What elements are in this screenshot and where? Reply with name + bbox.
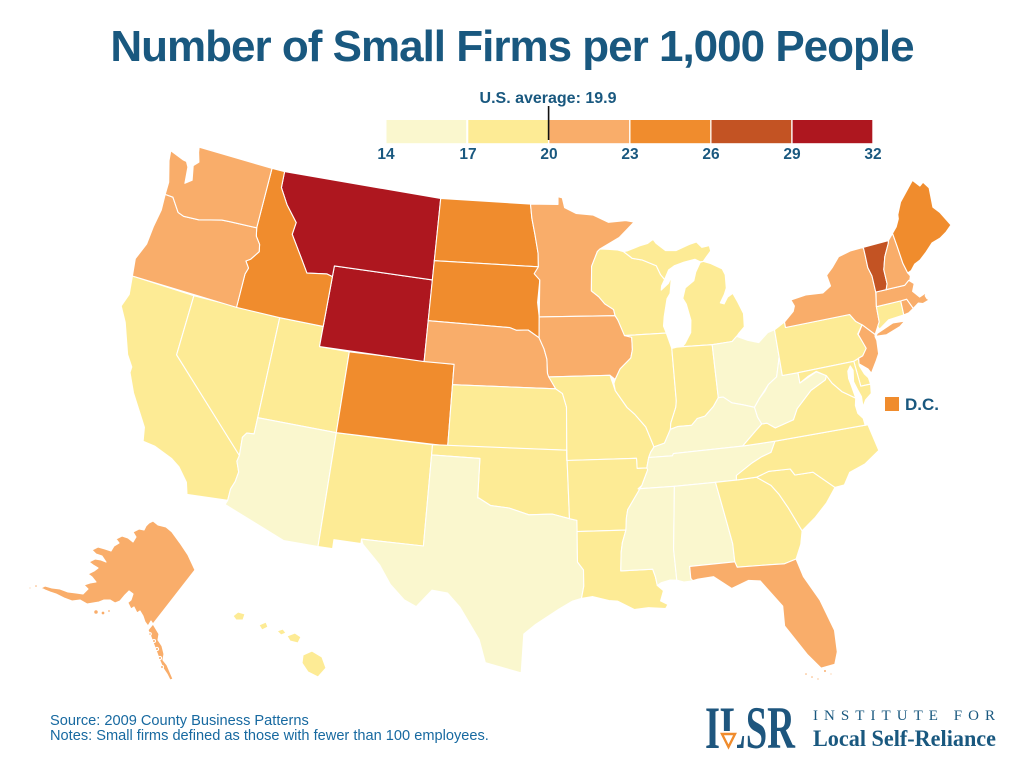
svg-text:INSTITUTE FOR: INSTITUTE FOR: [813, 708, 995, 724]
svg-text:ILSR: ILSR: [705, 695, 795, 758]
svg-text:Local Self-Reliance: Local Self-Reliance: [813, 726, 996, 751]
